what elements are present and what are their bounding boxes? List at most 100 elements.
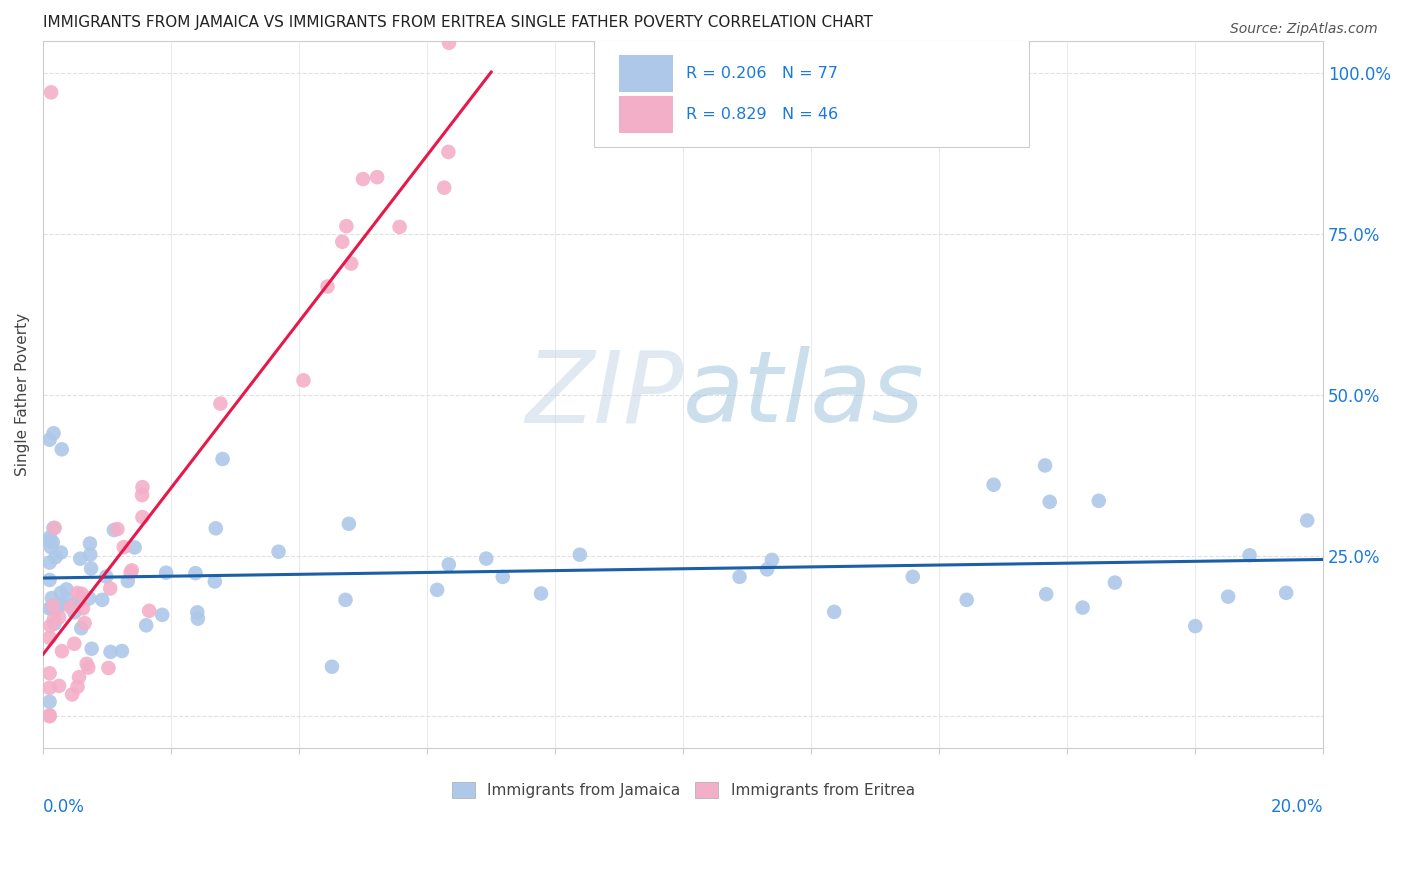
Point bbox=[321, 659, 343, 673]
Point bbox=[60, 599, 83, 614]
Text: atlas: atlas bbox=[683, 346, 925, 443]
Point bbox=[51, 442, 73, 457]
Point bbox=[38, 695, 60, 709]
Point bbox=[49, 545, 72, 559]
Y-axis label: Single Father Poverty: Single Father Poverty bbox=[15, 313, 30, 476]
Point bbox=[187, 612, 209, 626]
Point bbox=[80, 561, 103, 575]
Text: R = 0.206   N = 77: R = 0.206 N = 77 bbox=[686, 66, 838, 81]
Point bbox=[437, 36, 460, 50]
Point bbox=[426, 582, 449, 597]
Point bbox=[38, 681, 60, 695]
Point bbox=[823, 605, 845, 619]
Point bbox=[91, 592, 114, 607]
Point bbox=[77, 591, 100, 606]
Point bbox=[1087, 493, 1109, 508]
Point bbox=[38, 666, 60, 681]
Point bbox=[55, 582, 77, 597]
Point bbox=[69, 551, 91, 566]
Point bbox=[42, 426, 65, 441]
Point bbox=[530, 586, 553, 600]
Point bbox=[131, 480, 153, 494]
Point bbox=[70, 587, 93, 601]
Point bbox=[51, 644, 73, 658]
Point bbox=[38, 631, 60, 645]
Point bbox=[1296, 513, 1319, 527]
Point bbox=[39, 86, 62, 100]
Point bbox=[44, 521, 66, 535]
Point bbox=[97, 661, 120, 675]
Point bbox=[340, 256, 363, 270]
Point bbox=[437, 145, 460, 159]
Point bbox=[761, 553, 783, 567]
Point bbox=[135, 618, 157, 632]
Text: IMMIGRANTS FROM JAMAICA VS IMMIGRANTS FROM ERITREA SINGLE FATHER POVERTY CORRELA: IMMIGRANTS FROM JAMAICA VS IMMIGRANTS FR… bbox=[44, 15, 873, 30]
Text: Source: ZipAtlas.com: Source: ZipAtlas.com bbox=[1230, 22, 1378, 37]
Point bbox=[42, 535, 65, 549]
Point bbox=[67, 670, 90, 684]
Text: ZIP: ZIP bbox=[524, 346, 683, 443]
Point bbox=[60, 687, 83, 701]
Point bbox=[51, 596, 73, 610]
Point bbox=[77, 660, 100, 674]
Point bbox=[1033, 458, 1056, 473]
Point bbox=[337, 516, 360, 531]
Text: 0.0%: 0.0% bbox=[44, 798, 86, 816]
FancyBboxPatch shape bbox=[593, 37, 1029, 147]
Point bbox=[38, 709, 60, 723]
Point bbox=[475, 551, 498, 566]
Point bbox=[492, 570, 515, 584]
Point bbox=[72, 601, 94, 615]
Point bbox=[38, 433, 60, 447]
Point bbox=[568, 548, 591, 562]
Point bbox=[38, 556, 60, 570]
Point bbox=[48, 610, 70, 624]
Point bbox=[211, 452, 233, 467]
Point bbox=[366, 170, 388, 185]
Point bbox=[62, 599, 84, 613]
Point bbox=[41, 600, 63, 615]
Point bbox=[79, 536, 101, 550]
Point bbox=[112, 540, 135, 554]
Point bbox=[103, 523, 125, 537]
Point bbox=[111, 644, 134, 658]
Point bbox=[44, 616, 66, 631]
Point bbox=[98, 582, 121, 596]
Point bbox=[76, 657, 98, 671]
Point bbox=[39, 619, 62, 633]
Legend: Immigrants from Jamaica, Immigrants from Eritrea: Immigrants from Jamaica, Immigrants from… bbox=[446, 776, 921, 805]
Point bbox=[38, 573, 60, 587]
Point bbox=[292, 373, 315, 387]
Point bbox=[1035, 587, 1057, 601]
Point bbox=[73, 616, 96, 631]
Point bbox=[39, 540, 62, 554]
Point bbox=[131, 510, 153, 524]
Point bbox=[335, 592, 357, 607]
Point bbox=[49, 586, 72, 600]
Point bbox=[59, 600, 82, 615]
Point bbox=[756, 562, 779, 576]
Point bbox=[956, 592, 979, 607]
Point bbox=[70, 621, 93, 635]
Point bbox=[204, 574, 226, 589]
Point bbox=[124, 541, 146, 555]
FancyBboxPatch shape bbox=[619, 55, 673, 92]
Point bbox=[983, 477, 1005, 491]
Point bbox=[131, 488, 153, 502]
Point bbox=[335, 219, 357, 234]
Point bbox=[1104, 575, 1126, 590]
Point bbox=[120, 566, 142, 580]
Point bbox=[44, 550, 66, 565]
Point bbox=[388, 219, 411, 234]
Point bbox=[728, 570, 751, 584]
Point bbox=[155, 566, 177, 580]
Point bbox=[66, 680, 89, 694]
Point bbox=[38, 530, 60, 544]
Point bbox=[38, 708, 60, 723]
Point bbox=[186, 605, 208, 619]
Point bbox=[121, 563, 143, 577]
Point bbox=[352, 172, 374, 186]
Point bbox=[433, 180, 456, 194]
Point bbox=[80, 641, 103, 656]
Point bbox=[117, 574, 139, 588]
